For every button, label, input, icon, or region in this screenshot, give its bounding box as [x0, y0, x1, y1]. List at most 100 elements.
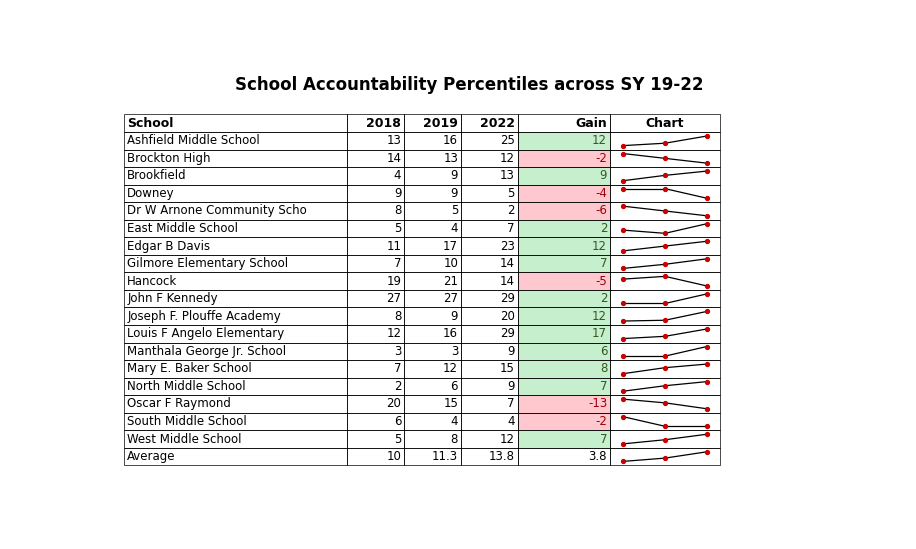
Text: 2: 2	[507, 204, 515, 217]
Text: 29: 29	[500, 292, 515, 305]
Text: 4: 4	[451, 222, 458, 235]
Bar	[461, 395, 518, 413]
Bar	[610, 132, 720, 149]
Text: 11: 11	[387, 239, 401, 253]
Bar	[347, 290, 404, 307]
Bar	[347, 307, 404, 325]
Text: 2: 2	[600, 292, 607, 305]
Text: 10: 10	[443, 257, 458, 270]
Bar	[518, 220, 610, 237]
Bar	[518, 202, 610, 220]
Bar	[518, 167, 610, 184]
Bar	[404, 325, 461, 343]
Text: 2022: 2022	[480, 117, 515, 130]
Bar	[124, 115, 347, 132]
Bar	[518, 413, 610, 430]
Bar	[404, 430, 461, 448]
Bar	[461, 290, 518, 307]
Text: Average: Average	[127, 450, 176, 463]
Bar	[461, 413, 518, 430]
Bar	[404, 115, 461, 132]
Text: 14: 14	[387, 152, 401, 165]
Bar	[461, 184, 518, 202]
Bar	[518, 325, 610, 343]
Bar	[461, 272, 518, 290]
Bar	[124, 343, 347, 360]
Text: 8: 8	[394, 310, 401, 323]
Bar	[347, 184, 404, 202]
Bar	[518, 448, 610, 466]
Bar	[461, 378, 518, 395]
Text: 17: 17	[443, 239, 458, 253]
Text: 3: 3	[451, 345, 458, 358]
Text: 7: 7	[394, 362, 401, 376]
Bar	[461, 395, 518, 413]
Text: Downey: Downey	[127, 187, 175, 200]
Bar	[610, 272, 720, 290]
Text: 14: 14	[500, 274, 515, 288]
Bar	[518, 255, 610, 272]
Bar	[461, 184, 518, 202]
Bar	[610, 237, 720, 255]
Text: 6: 6	[451, 380, 458, 393]
Bar	[461, 237, 518, 255]
Text: 9: 9	[451, 187, 458, 200]
Bar	[347, 307, 404, 325]
Bar	[610, 167, 720, 184]
Text: School Accountability Percentiles across SY 19-22: School Accountability Percentiles across…	[235, 76, 703, 94]
Text: 3: 3	[394, 345, 401, 358]
Bar	[610, 430, 720, 448]
Bar	[518, 430, 610, 448]
Bar	[347, 325, 404, 343]
Bar	[518, 307, 610, 325]
Text: Brockton High: Brockton High	[127, 152, 211, 165]
Bar	[404, 413, 461, 430]
Bar	[347, 395, 404, 413]
Text: 9: 9	[451, 310, 458, 323]
Bar	[461, 202, 518, 220]
Bar	[124, 202, 347, 220]
Bar	[404, 167, 461, 184]
Bar	[347, 343, 404, 360]
Bar	[461, 167, 518, 184]
Bar	[124, 255, 347, 272]
Text: 20: 20	[500, 310, 515, 323]
Bar	[404, 272, 461, 290]
Bar	[404, 115, 461, 132]
Bar	[347, 272, 404, 290]
Bar	[610, 307, 720, 325]
Text: -4: -4	[595, 187, 607, 200]
Text: -13: -13	[588, 397, 607, 411]
Text: 2018: 2018	[366, 117, 401, 130]
Bar	[610, 413, 720, 430]
Bar	[347, 448, 404, 466]
Bar	[461, 325, 518, 343]
Bar	[610, 395, 720, 413]
Bar	[347, 132, 404, 149]
Text: Chart: Chart	[646, 117, 684, 130]
Bar	[610, 378, 720, 395]
Bar	[461, 149, 518, 167]
Bar	[404, 307, 461, 325]
Text: 14: 14	[500, 257, 515, 270]
Text: 7: 7	[600, 433, 607, 446]
Bar	[124, 220, 347, 237]
Text: 2019: 2019	[423, 117, 458, 130]
Bar	[610, 115, 720, 132]
Text: 3.8: 3.8	[589, 450, 607, 463]
Bar	[610, 325, 720, 343]
Bar	[461, 237, 518, 255]
Bar	[518, 184, 610, 202]
Bar	[124, 325, 347, 343]
Bar	[518, 325, 610, 343]
Bar	[404, 430, 461, 448]
Bar	[461, 149, 518, 167]
Bar	[610, 184, 720, 202]
Text: 5: 5	[394, 222, 401, 235]
Bar	[404, 272, 461, 290]
Text: 12: 12	[500, 152, 515, 165]
Bar	[124, 448, 347, 466]
Bar	[518, 272, 610, 290]
Bar	[404, 255, 461, 272]
Bar	[124, 395, 347, 413]
